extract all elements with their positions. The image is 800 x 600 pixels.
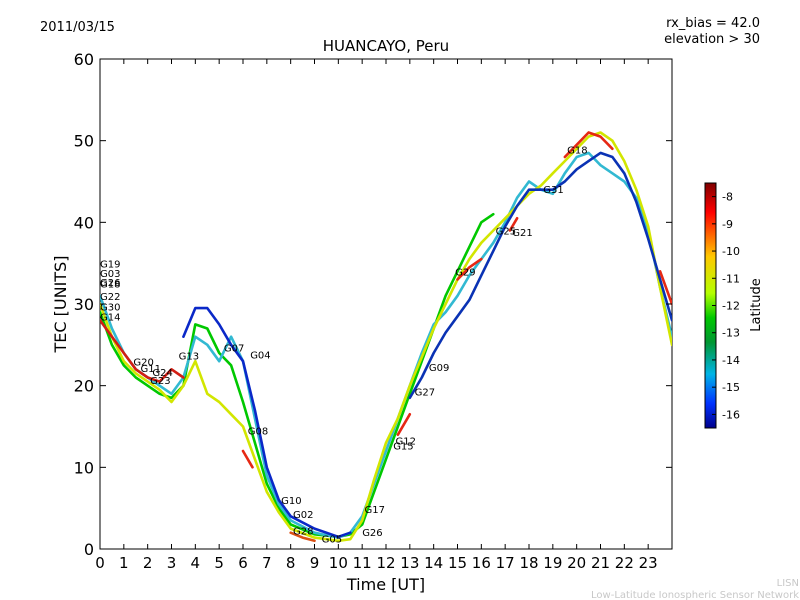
y-tick-label: 20: [74, 377, 94, 396]
prn-label: G30: [100, 303, 120, 314]
x-tick-label: 22: [615, 554, 634, 572]
prn-label: G07: [224, 343, 244, 354]
colorbar-tick-label: -13: [722, 327, 740, 340]
prn-label: G17: [365, 505, 385, 516]
x-tick-label: 18: [519, 554, 538, 572]
prn-label: G29: [455, 267, 475, 278]
x-tick-label: 3: [167, 554, 177, 572]
y-tick-label: 10: [74, 458, 94, 477]
x-tick-label: 17: [496, 554, 515, 572]
prn-label: G03: [100, 269, 120, 280]
colorbar-tick-label: -15: [722, 381, 740, 394]
prn-label: G13: [179, 352, 199, 363]
x-tick-label: 12: [376, 554, 395, 572]
x-axis: 0 1 2 3 4 5 6 7 8 9 10 11 12 13 14 15 16 17 18 19 20 21 22 23: [95, 59, 658, 572]
x-tick-label: 1: [119, 554, 129, 572]
colorbar-tick-label: -8: [722, 191, 733, 204]
series-line-11: [396, 413, 412, 436]
x-tick-label: 4: [191, 554, 201, 572]
x-tick-label: 6: [238, 554, 248, 572]
colorbar-tick-label: -10: [722, 245, 740, 258]
series-line-4: [182, 306, 352, 539]
prn-label: G10: [281, 496, 301, 507]
prn-label: G15: [393, 441, 413, 452]
prn-label: G21: [512, 228, 532, 239]
series-line-9: [456, 257, 483, 281]
x-tick-label: 20: [567, 554, 586, 572]
prn-label: G11: [141, 364, 161, 375]
prn-label: G12: [396, 437, 416, 448]
prn-label: G08: [248, 427, 268, 438]
prn-label: G18: [100, 280, 120, 291]
prn-label: G31: [543, 185, 563, 196]
series-line-6: [100, 319, 185, 383]
x-tick-label: 19: [543, 554, 562, 572]
series-line-3: [100, 131, 672, 543]
series-line-10: [508, 217, 519, 232]
x-tick-label: 21: [591, 554, 610, 572]
prn-label: G09: [429, 363, 449, 374]
prn-label: G18: [567, 146, 587, 157]
x-tick-label: 23: [639, 554, 658, 572]
colorbar-ticks: -8 -9 -10 -11 -12 -13 -14 -15 -16: [712, 191, 740, 421]
x-tick-label: 16: [472, 554, 491, 572]
x-tick-label: 5: [214, 554, 224, 572]
y-tick-label: 0: [84, 540, 94, 559]
date-label: 2011/03/15: [40, 20, 115, 35]
series-line-5: [408, 151, 672, 400]
colorbar-tick-label: -11: [722, 272, 740, 285]
prn-label: G27: [415, 388, 435, 399]
series-line-13: [289, 531, 316, 543]
prn-label-layer: G19G03G26G18G22G30G14G20G11G24G23G13G07G…: [100, 146, 588, 546]
prn-label: G25: [496, 227, 516, 238]
x-tick-label: 2: [143, 554, 153, 572]
prn-label: G02: [293, 510, 313, 521]
y-tick-label: 30: [74, 295, 94, 314]
x-tick-label: 7: [262, 554, 272, 572]
prn-label: G14: [100, 312, 120, 323]
plot-area: [99, 58, 673, 550]
x-tick-label: 0: [95, 554, 105, 572]
colorbar-tick-label: -16: [722, 408, 740, 421]
chart-title: HUANCAYO, Peru: [323, 37, 449, 55]
y-tick-label: 40: [74, 213, 94, 232]
series-line-12: [658, 270, 672, 306]
series-line-7: [241, 449, 254, 469]
footer-network: Low-Latitude Ionospheric Sensor Network: [591, 590, 799, 600]
y-axis: 0 10 20 30 40 50 60: [74, 50, 672, 559]
y-tick-label: 60: [74, 50, 94, 69]
x-axis-label: Time [UT]: [346, 575, 425, 594]
colorbar-tick-label: -12: [722, 300, 740, 313]
x-tick-label: 11: [353, 554, 372, 572]
elevation-label: elevation > 30: [664, 32, 760, 47]
footer-lisn: LISN: [777, 578, 799, 589]
rx-bias-label: rx_bias = 42.0: [666, 16, 760, 31]
series-line-8: [563, 131, 614, 159]
x-tick-label: 14: [424, 554, 443, 572]
y-axis-label: TEC [UNITS]: [51, 256, 70, 354]
colorbar-label: Latitude: [749, 278, 764, 332]
series-layer: [100, 131, 672, 543]
x-tick-label: 15: [448, 554, 467, 572]
prn-label: G20: [133, 357, 153, 368]
prn-label: G26: [100, 278, 120, 289]
prn-label: G24: [152, 368, 172, 379]
prn-label: G23: [150, 376, 170, 387]
x-tick-label: 9: [310, 554, 320, 572]
prn-label: G05: [322, 535, 342, 546]
y-tick-label: 50: [74, 132, 94, 151]
prn-label: G22: [100, 292, 120, 303]
prn-label: G28: [293, 526, 313, 537]
prn-label: G26: [362, 528, 382, 539]
x-tick-label: 10: [329, 554, 348, 572]
prn-label: G04: [250, 351, 270, 362]
x-tick-label: 13: [400, 554, 419, 572]
colorbar-tick-label: -9: [722, 218, 733, 231]
x-tick-label: 8: [286, 554, 296, 572]
colorbar-tick-label: -14: [722, 354, 740, 367]
prn-label: G19: [100, 259, 120, 270]
